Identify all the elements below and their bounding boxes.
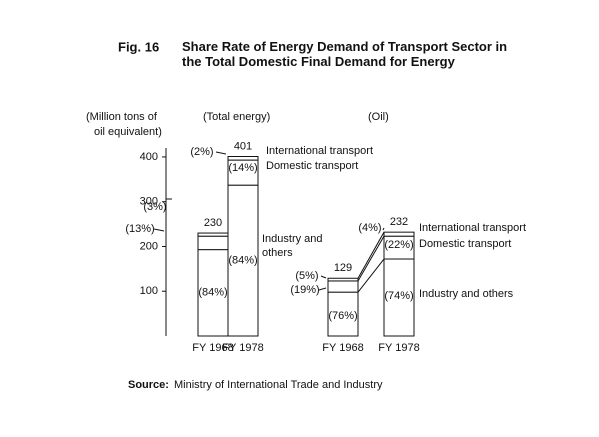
percent-label: (4%) bbox=[358, 222, 381, 234]
total-label: 230 bbox=[204, 217, 222, 229]
connector bbox=[357, 235, 385, 282]
bar-segment bbox=[327, 291, 359, 337]
percent-label: (74%) bbox=[384, 290, 413, 302]
x-tick-label: FY 1968 bbox=[322, 342, 363, 354]
connector bbox=[357, 258, 385, 293]
percent-label: (2%) bbox=[190, 146, 213, 158]
bar-segment bbox=[327, 277, 359, 282]
arrow bbox=[215, 151, 227, 155]
connector bbox=[357, 231, 385, 279]
bar-segment bbox=[383, 231, 415, 237]
y-tick-label: 200 bbox=[140, 240, 158, 252]
series-label: Domestic transport bbox=[266, 160, 358, 172]
y-tick-label: 100 bbox=[140, 285, 158, 297]
percent-label: (19%) bbox=[290, 284, 319, 296]
percent-label: (22%) bbox=[384, 239, 413, 251]
bar-segment bbox=[227, 156, 259, 161]
source: Ministry of International Trade and Indu… bbox=[174, 379, 383, 391]
percent-label: (14%) bbox=[228, 162, 257, 174]
x-tick-label: FY 1968 bbox=[192, 342, 233, 354]
label-box: Industry and others bbox=[262, 233, 323, 259]
bracket bbox=[165, 198, 172, 235]
x-tick-label: FY 1978 bbox=[222, 342, 263, 354]
source-label: Source: bbox=[128, 379, 169, 391]
panel-title: (Total energy) bbox=[203, 111, 270, 123]
percent-label: (84%) bbox=[228, 254, 257, 266]
y-tick-label: 300 bbox=[140, 196, 158, 208]
total-label: 232 bbox=[390, 216, 408, 228]
arrow bbox=[320, 275, 327, 279]
panel-title: (Oil) bbox=[368, 111, 389, 123]
arrow bbox=[153, 228, 165, 232]
arrow bbox=[382, 227, 385, 231]
total-label: 129 bbox=[334, 262, 352, 274]
percent-label: (5%) bbox=[295, 270, 318, 282]
y-label: (Million tons of bbox=[86, 111, 158, 123]
x-tick-label: FY 1978 bbox=[378, 342, 419, 354]
series-label: Industry and others bbox=[262, 233, 323, 259]
title-box: Share Rate of Energy Demand of Transport… bbox=[182, 39, 508, 69]
percent-label: (76%) bbox=[328, 310, 357, 322]
series-label: Industry and others bbox=[419, 288, 514, 300]
percent-label: (13%) bbox=[125, 223, 154, 235]
y-label: oil equivalent) bbox=[94, 126, 162, 138]
series-label: Domestic transport bbox=[419, 238, 511, 250]
series-label: International transport bbox=[419, 222, 526, 234]
bar-segment bbox=[197, 232, 229, 237]
arrow bbox=[318, 287, 327, 291]
bar-segment bbox=[197, 235, 229, 251]
total-label: 401 bbox=[234, 140, 252, 152]
bar-segment bbox=[383, 258, 415, 337]
percent-label: (84%) bbox=[198, 287, 227, 299]
chart-title: Share Rate of Energy Demand of Transport… bbox=[182, 39, 508, 69]
bar-segment bbox=[327, 280, 359, 293]
y-tick-label: 400 bbox=[140, 151, 158, 163]
series-label: International transport bbox=[266, 145, 373, 157]
percent-label: (3%) bbox=[143, 201, 166, 213]
figure-label: Fig. 16 bbox=[118, 39, 159, 54]
